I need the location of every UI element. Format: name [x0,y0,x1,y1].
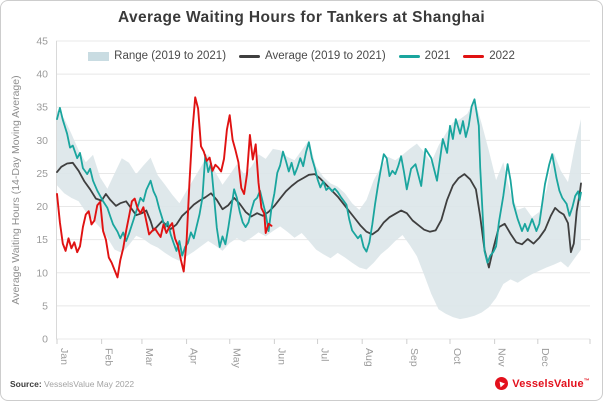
legend-label: Range (2019 to 2021) [114,50,227,62]
svg-text:40: 40 [36,69,48,81]
chart-legend: Range (2019 to 2021) Average (2019 to 20… [1,50,602,62]
vesselsvalue-logo: VesselsValue™ [495,377,590,390]
chart-title: Average Waiting Hours for Tankers at Sha… [117,9,486,26]
svg-text:20: 20 [36,201,48,213]
svg-text:Sep: Sep [408,348,420,367]
vesselsvalue-mark-icon [495,377,509,390]
line-2022-swatch-icon [463,54,485,58]
average-line-swatch-icon [239,54,261,58]
svg-text:15: 15 [36,234,48,246]
legend-item-average[interactable]: Average (2019 to 2021) [239,50,386,62]
legend-label: 2021 [424,50,451,62]
legend-label: 2022 [489,50,515,62]
svg-text:35: 35 [36,102,48,114]
source-text: VesselsValue May 2022 [41,379,135,389]
legend-item-2021[interactable]: 2021 [398,50,451,62]
svg-text:Jul: Jul [319,348,331,361]
source-note: Source: VesselsValue May 2022 [10,379,134,389]
logo-text: VesselsValue™ [512,377,590,390]
svg-text:30: 30 [36,135,48,147]
svg-text:25: 25 [36,168,48,180]
line-2021-swatch-icon [398,54,420,58]
svg-text:Apr: Apr [188,348,200,365]
svg-text:Oct: Oct [451,348,463,364]
svg-text:Nov: Nov [496,348,508,367]
svg-text:45: 45 [36,36,48,48]
legend-item-range[interactable]: Range (2019 to 2021) [88,50,226,62]
svg-text:Jun: Jun [275,348,287,365]
legend-label: Average (2019 to 2021) [265,50,386,62]
y-axis-title: Average Waiting Hours (14-Day Moving Ave… [10,75,22,305]
range-swatch-icon [88,51,110,61]
svg-text:Jan: Jan [58,348,70,365]
svg-text:0: 0 [42,334,48,346]
svg-text:5: 5 [42,300,48,312]
svg-text:10: 10 [36,267,48,279]
trademark-symbol: ™ [583,377,590,384]
svg-text:Dec: Dec [539,348,551,367]
svg-text:Mar: Mar [143,348,155,367]
source-label: Source: [10,379,42,389]
svg-text:Aug: Aug [363,348,375,367]
svg-text:Feb: Feb [103,348,115,366]
legend-item-2022[interactable]: 2022 [463,50,515,62]
svg-text:May: May [231,348,243,369]
